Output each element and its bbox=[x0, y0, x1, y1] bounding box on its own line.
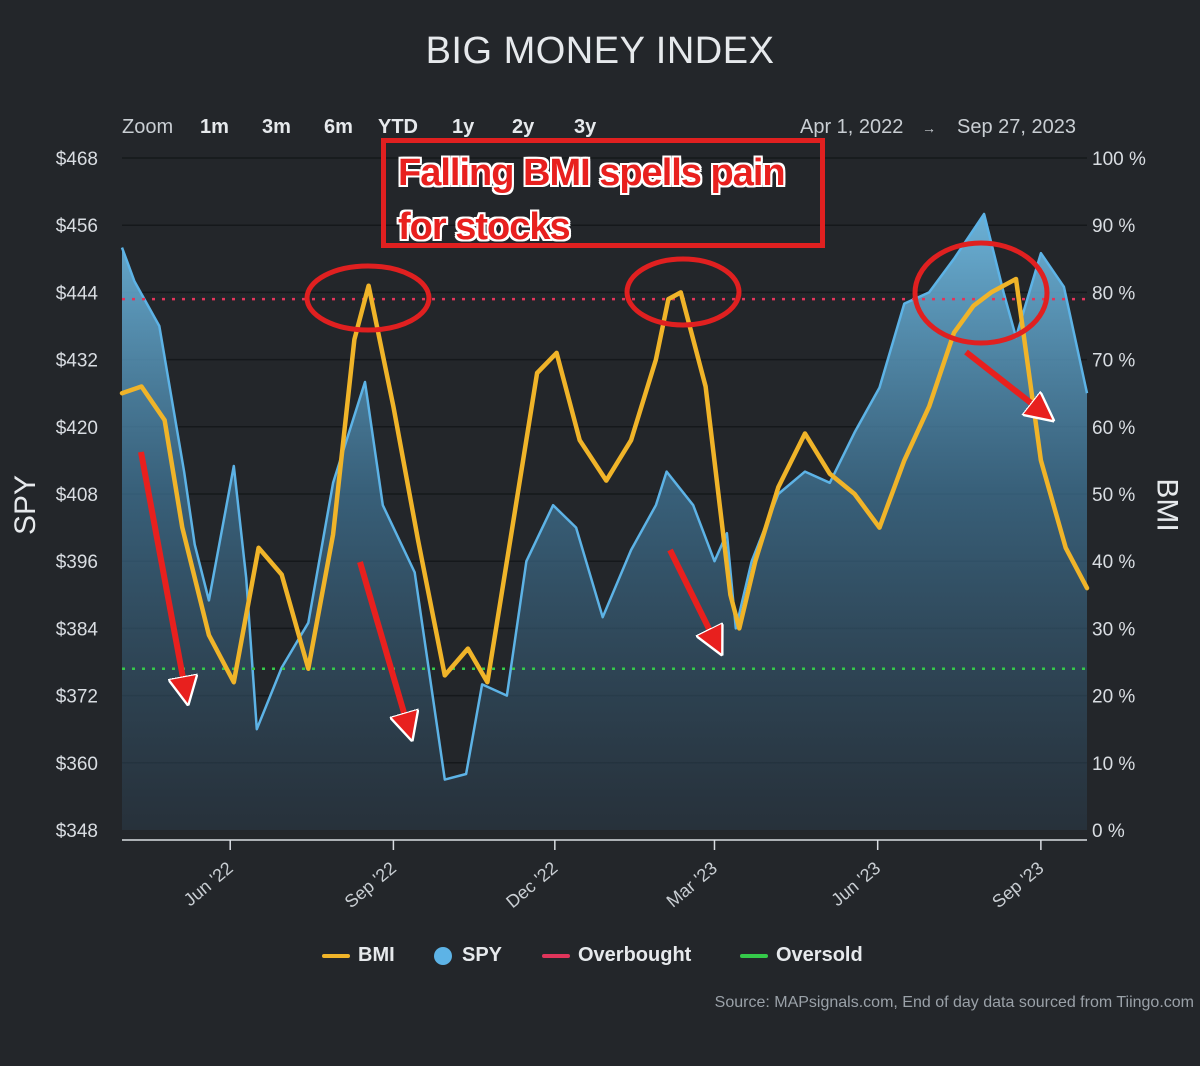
zoom-6m-button[interactable]: 6m bbox=[324, 116, 353, 138]
x-tick-label: Sep '23 bbox=[988, 858, 1047, 912]
zoom-1y-button[interactable]: 1y bbox=[452, 116, 475, 138]
peak-circle-sep22 bbox=[304, 263, 432, 333]
y-left-tick-label: $372 bbox=[56, 687, 98, 708]
y-left-tick-label: $396 bbox=[56, 552, 98, 573]
peak-circle-aug23 bbox=[912, 240, 1050, 346]
spy-area bbox=[122, 214, 1087, 830]
y-left-tick-label: $384 bbox=[56, 619, 99, 640]
spy-line bbox=[120, 212, 1089, 781]
legend-overbought-swatch bbox=[542, 953, 570, 958]
y-left-tick-label: $432 bbox=[56, 351, 98, 372]
chart-title: BIG MONEY INDEX bbox=[425, 30, 775, 72]
y-left-tick-label: $408 bbox=[56, 485, 98, 506]
annotation-text: Falling BMI spells pain for stocks bbox=[398, 146, 818, 254]
y-right-tick-label: 20 % bbox=[1092, 687, 1135, 708]
y-right-tick-label: 90 % bbox=[1092, 216, 1135, 237]
down-arrow-mar23 bbox=[667, 548, 717, 645]
y-right-tick-label: 100 % bbox=[1092, 149, 1146, 170]
annotation-line-1: Falling BMI spells pain bbox=[398, 152, 786, 194]
zoom-3m-button[interactable]: 3m bbox=[262, 116, 291, 138]
y-right-tick-label: 40 % bbox=[1092, 552, 1135, 573]
y-left-tick-label: $420 bbox=[56, 418, 98, 439]
legend-oversold-swatch bbox=[740, 953, 768, 958]
y-right-tick-label: 30 % bbox=[1092, 619, 1135, 640]
down-arrow-may22 bbox=[138, 451, 186, 694]
annotation-line-2: for stocks bbox=[398, 206, 571, 248]
y-right-tick-label: 70 % bbox=[1092, 351, 1135, 372]
legend-item-oversold[interactable]: Oversold bbox=[740, 944, 863, 967]
y-right-tick-label: 50 % bbox=[1092, 485, 1135, 506]
y-right-tick-label: 10 % bbox=[1092, 754, 1135, 775]
y-left-tick-label: $456 bbox=[56, 216, 98, 237]
legend-item-overbought[interactable]: Overbought bbox=[542, 944, 691, 967]
zoom-3y-button[interactable]: 3y bbox=[574, 116, 597, 138]
bmi-line bbox=[119, 276, 1090, 685]
peak-circle-feb23 bbox=[624, 256, 742, 328]
y-right-tick-label: 60 % bbox=[1092, 418, 1135, 439]
legend-item-bmi[interactable]: BMI bbox=[322, 944, 395, 967]
y-right-tick-label: 0 % bbox=[1092, 821, 1125, 842]
x-tick-label: Mar '23 bbox=[663, 858, 721, 912]
x-tick-label: Dec '22 bbox=[502, 858, 561, 912]
x-tick-label: Sep '22 bbox=[341, 858, 400, 912]
legend-spy-label: SPY bbox=[462, 944, 503, 966]
legend-oversold-label: Oversold bbox=[776, 944, 863, 966]
legend-bmi-swatch bbox=[322, 953, 350, 958]
down-arrow-sep22 bbox=[357, 561, 409, 730]
zoom-2y-button[interactable]: 2y bbox=[512, 116, 535, 138]
zoom-ytd-button[interactable]: YTD bbox=[378, 116, 418, 138]
y-left-tick-label: $360 bbox=[56, 754, 98, 775]
legend-item-spy[interactable]: SPY bbox=[434, 944, 502, 967]
zoom-1m-button[interactable]: 1m bbox=[200, 116, 229, 138]
date-from[interactable]: Apr 1, 2022 bbox=[800, 116, 904, 138]
y-left-tick-label: $468 bbox=[56, 149, 98, 170]
date-range-arrow: → bbox=[922, 120, 936, 136]
y-left-tick-label: $348 bbox=[56, 821, 98, 842]
date-to[interactable]: Sep 27, 2023 bbox=[957, 116, 1076, 138]
zoom-label: Zoom bbox=[122, 116, 174, 138]
y-right-tick-label: 80 % bbox=[1092, 283, 1135, 304]
legend-bmi-label: BMI bbox=[358, 944, 395, 966]
x-tick-label: Jun '23 bbox=[827, 858, 884, 910]
down-arrow-sep23 bbox=[964, 349, 1045, 414]
legend: BMI SPY Overbought Oversold bbox=[0, 944, 1200, 970]
source-note: Source: MAPsignals.com, End of day data … bbox=[714, 994, 1194, 1011]
y-left-tick-label: $444 bbox=[56, 283, 99, 304]
legend-spy-swatch bbox=[434, 946, 452, 965]
legend-overbought-label: Overbought bbox=[578, 944, 692, 966]
annotation-box bbox=[381, 138, 825, 248]
x-tick-label: Jun '22 bbox=[180, 858, 237, 910]
